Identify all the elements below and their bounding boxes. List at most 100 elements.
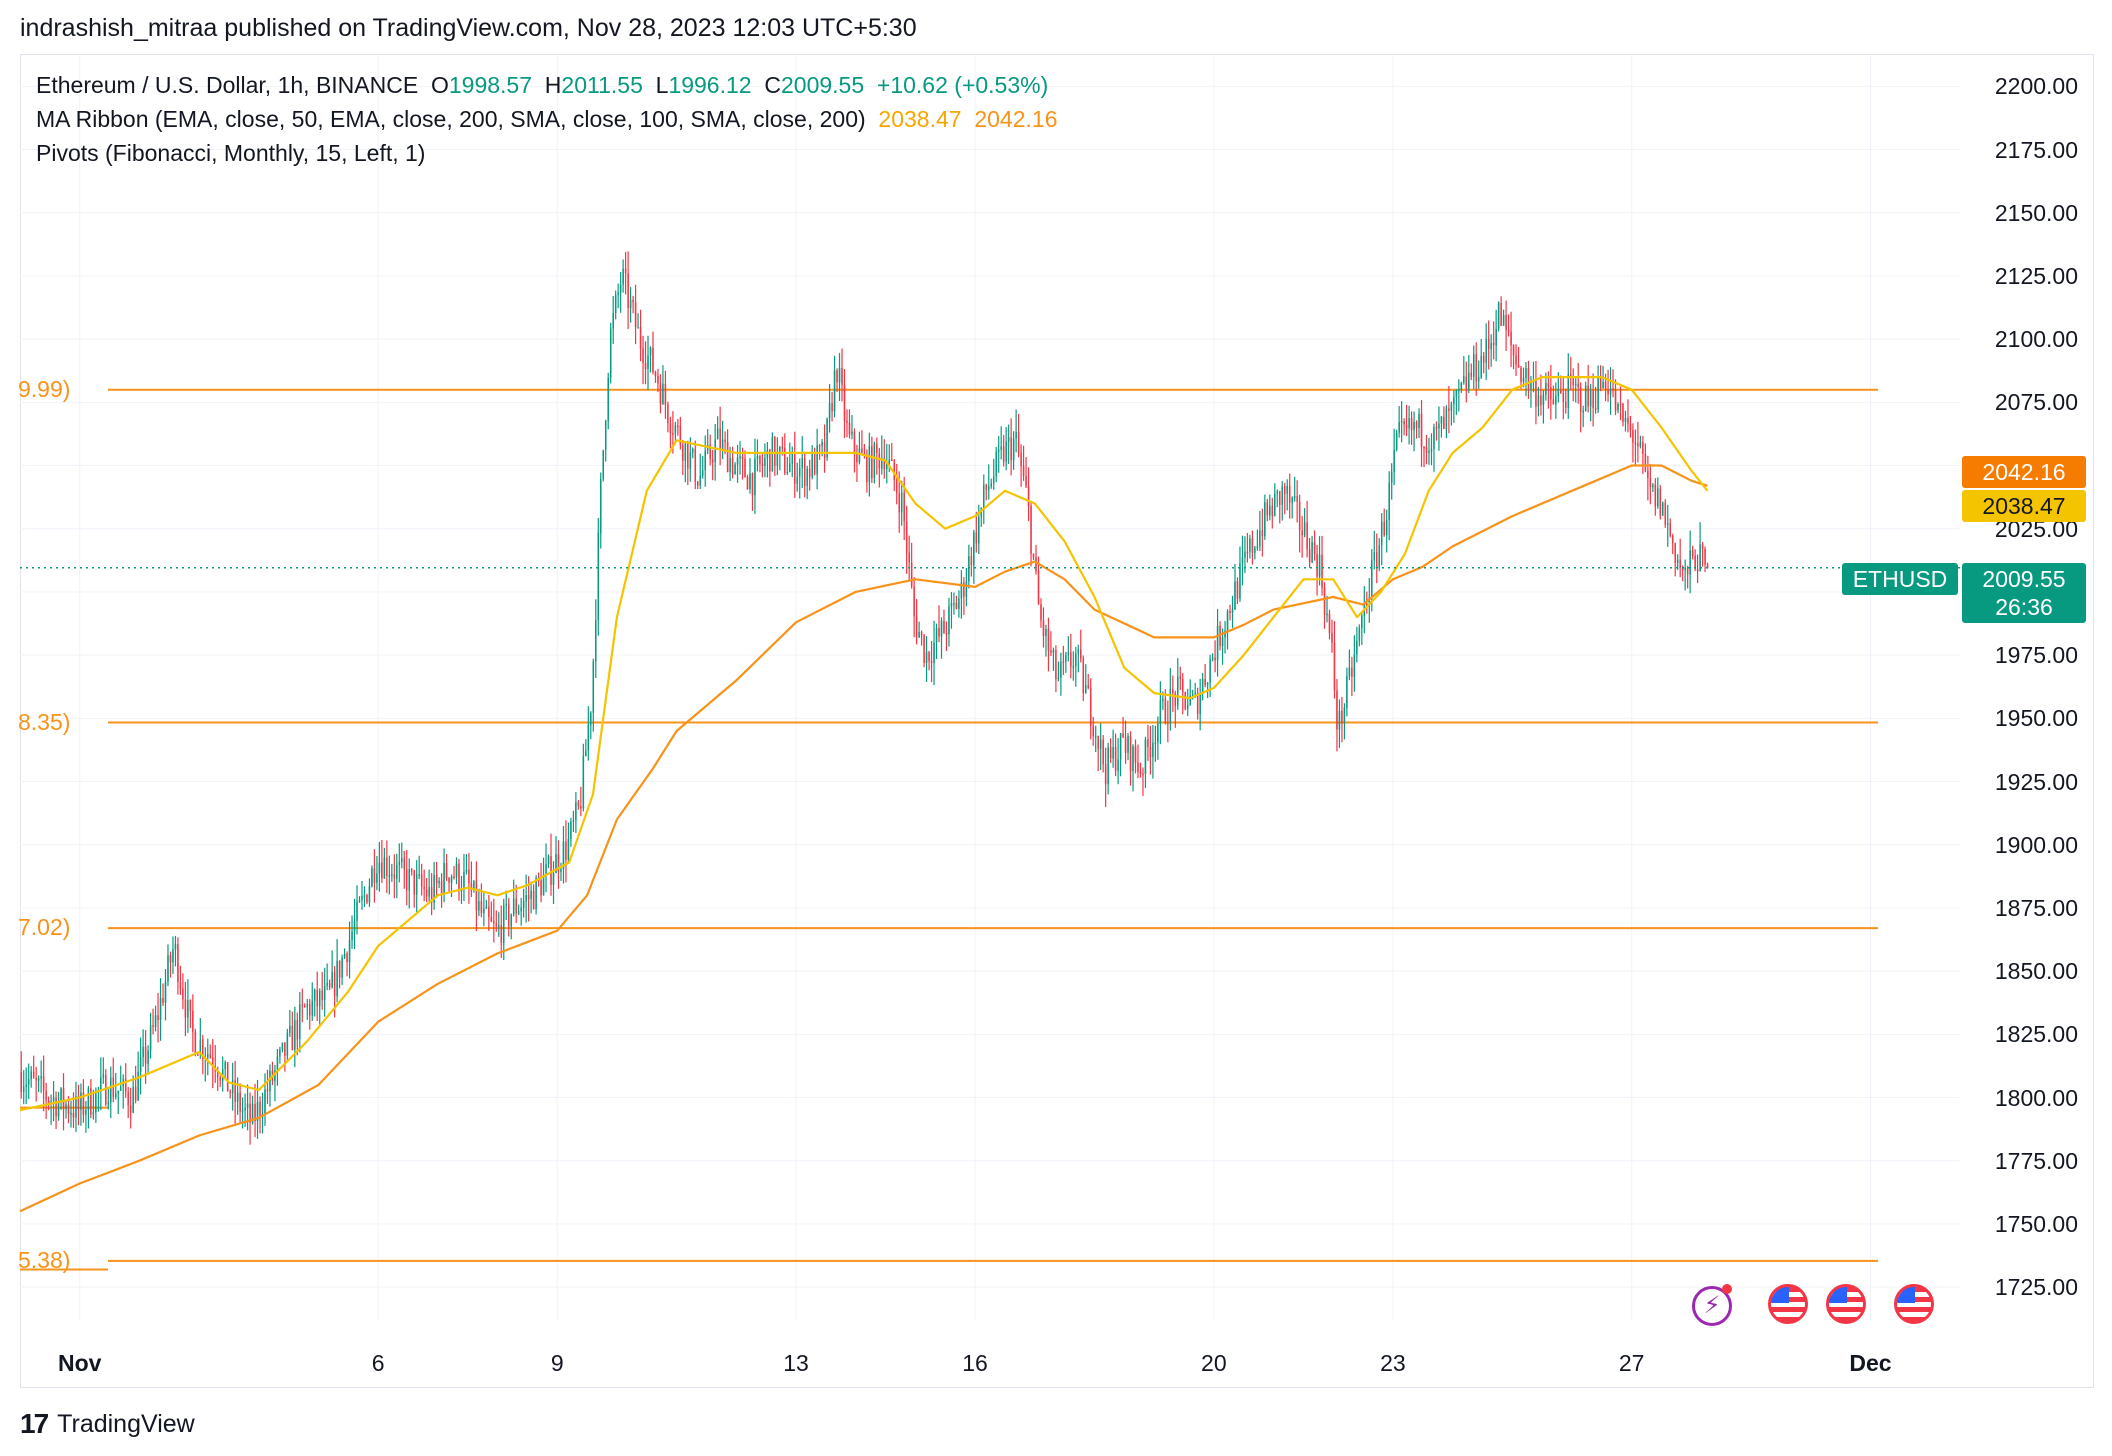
candle-body xyxy=(207,1053,209,1058)
candle-body xyxy=(784,447,786,474)
candle-body xyxy=(1030,505,1032,554)
candle-body xyxy=(592,661,595,713)
candle-body xyxy=(1679,559,1681,569)
candle-body xyxy=(1550,387,1552,400)
candle-body xyxy=(1472,354,1475,377)
us-flag-icon[interactable] xyxy=(1826,1284,1866,1324)
candle-body xyxy=(1042,620,1045,636)
candle-body xyxy=(1490,342,1492,350)
price-axis-tick: 2100.00 xyxy=(1994,326,2078,353)
candle-body xyxy=(1634,442,1637,445)
candle-body xyxy=(1184,692,1187,709)
candle-body xyxy=(356,901,358,921)
candle-body xyxy=(1306,522,1308,550)
candle-body xyxy=(1445,408,1448,429)
candle-body xyxy=(983,484,985,508)
legend-open-value: 1998.57 xyxy=(448,72,533,98)
candle-body xyxy=(1537,395,1540,407)
candle-body xyxy=(82,1092,85,1115)
candle-body xyxy=(418,874,420,876)
candle-body xyxy=(1134,746,1137,763)
candle-body xyxy=(256,1101,259,1122)
candle-body xyxy=(326,983,328,986)
candle-body xyxy=(958,598,960,609)
legend-pivots[interactable]: Pivots (Fibonacci, Monthly, 15, Left, 1) xyxy=(36,140,425,167)
candle-body xyxy=(72,1112,75,1118)
candle-body xyxy=(187,999,189,1018)
candle-body xyxy=(532,890,535,910)
candle-body xyxy=(652,347,654,373)
candle-body xyxy=(328,983,331,988)
candle-body xyxy=(246,1103,249,1108)
candle-body xyxy=(338,960,341,978)
candle-body xyxy=(1288,485,1291,503)
candle-body xyxy=(704,450,706,471)
candle-body xyxy=(1385,519,1388,535)
candle-body xyxy=(1542,394,1545,406)
candle-body xyxy=(433,874,435,903)
candle-body xyxy=(975,532,978,544)
candle-body xyxy=(627,273,629,309)
candle-body xyxy=(1453,397,1455,405)
candle-body xyxy=(995,451,997,477)
candle-body xyxy=(182,988,184,1000)
legend-close-label: C xyxy=(764,72,781,98)
candle-body xyxy=(1512,345,1515,356)
us-flag-icon[interactable] xyxy=(1894,1284,1934,1324)
candle-body xyxy=(102,1074,105,1078)
candle-body xyxy=(167,955,169,982)
candle-body xyxy=(731,457,734,475)
candle-body xyxy=(234,1080,236,1102)
candle-body xyxy=(699,475,702,486)
pivot-label: 9.99) xyxy=(18,375,71,402)
chart-frame[interactable] xyxy=(20,54,2094,1388)
candle-body xyxy=(1321,554,1323,588)
candle-body xyxy=(1676,559,1679,564)
candle-body xyxy=(154,1015,157,1027)
candle-body xyxy=(475,880,478,911)
candle-body xyxy=(898,493,900,513)
candle-body xyxy=(1283,486,1286,494)
candle-body xyxy=(818,445,821,448)
candle-body xyxy=(216,1071,219,1078)
legend-ma-ribbon[interactable]: MA Ribbon (EMA, close, 50, EMA, close, 2… xyxy=(36,106,1057,133)
candle-body xyxy=(1159,700,1162,724)
candle-body xyxy=(1418,413,1420,428)
candle-body xyxy=(1062,661,1065,664)
legend-pivots-name: Pivots (Fibonacci, Monthly, 15, Left, 1) xyxy=(36,140,426,166)
candle-body xyxy=(923,635,925,663)
candle-body xyxy=(65,1104,67,1110)
candle-body xyxy=(1597,377,1599,410)
candle-body xyxy=(1487,338,1490,350)
candle-body xyxy=(1264,502,1266,537)
candle-body xyxy=(1361,615,1363,629)
candle-body xyxy=(336,960,338,996)
candle-body xyxy=(463,871,465,890)
candle-body xyxy=(965,581,968,597)
lightning-event-icon[interactable]: ⚡ xyxy=(1692,1286,1732,1326)
candle-body xyxy=(1144,739,1147,774)
candle-body xyxy=(1619,403,1622,406)
candle-body xyxy=(184,999,187,1018)
us-flag-icon[interactable] xyxy=(1768,1284,1808,1324)
candle-body xyxy=(1276,491,1279,494)
candle-body xyxy=(1186,704,1189,709)
candle-body xyxy=(816,445,818,475)
candle-body xyxy=(1515,355,1517,365)
candle-body xyxy=(928,652,930,662)
candle-body xyxy=(1269,505,1271,516)
candle-body xyxy=(1433,427,1435,450)
candle-body xyxy=(1226,611,1229,631)
candle-body xyxy=(147,1050,149,1064)
candle-body xyxy=(408,869,411,891)
footer[interactable]: 17 TradingView xyxy=(20,1408,195,1440)
candle-body xyxy=(1686,567,1689,575)
legend-low-value: 1996.12 xyxy=(668,72,752,98)
last-price-value: 2009.55 xyxy=(1982,566,2066,592)
candle-body xyxy=(1318,554,1321,577)
candle-body xyxy=(1037,570,1040,605)
pivot-label: 7.02) xyxy=(18,914,71,941)
candle-body xyxy=(1164,698,1167,723)
candle-body xyxy=(1577,383,1579,388)
